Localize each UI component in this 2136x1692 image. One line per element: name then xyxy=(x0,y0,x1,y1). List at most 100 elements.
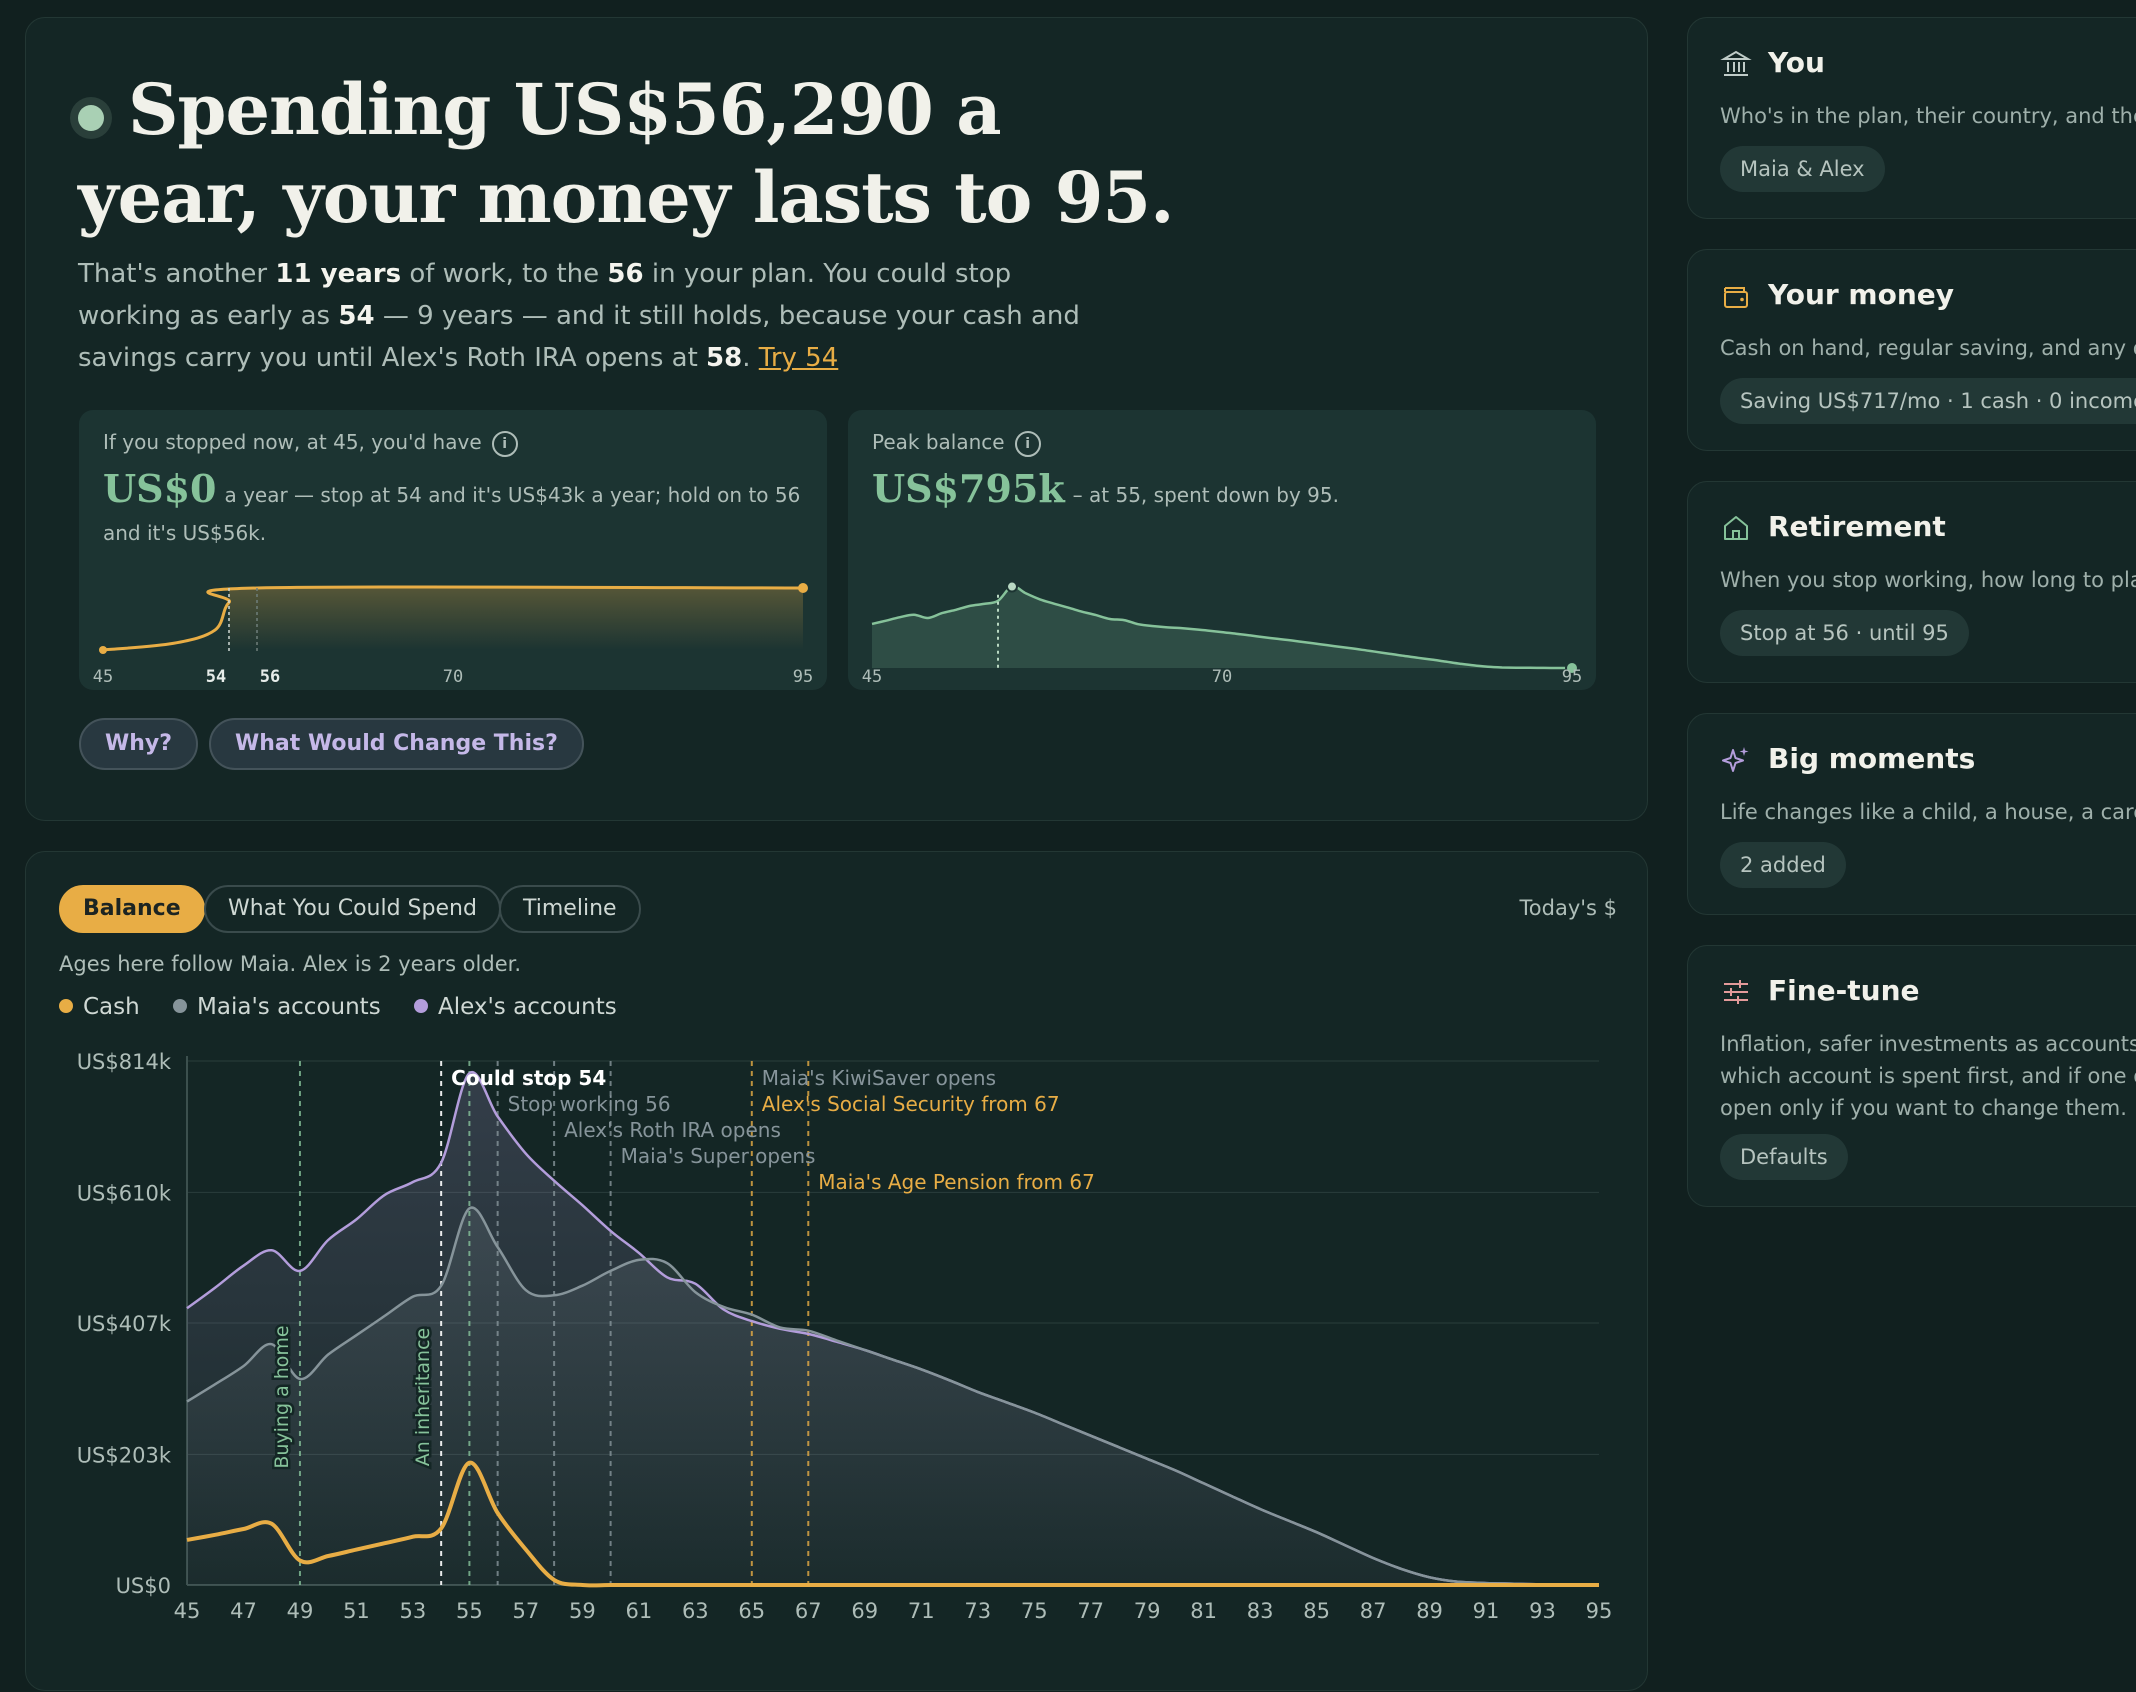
peak-balance-label: Peak balance i xyxy=(872,430,1041,457)
x-tick-label: 65 xyxy=(738,1599,765,1623)
ages-note: Ages here follow Maia. Alex is 2 years o… xyxy=(59,952,521,976)
series-line-cash xyxy=(186,1460,1599,1588)
event-label-vertical: Buying a home xyxy=(271,1325,293,1468)
tab-balance[interactable]: Balance xyxy=(59,885,205,933)
end-point xyxy=(1565,661,1579,675)
balance-chart: US$0 US$203k US$407k US$610k US$814k 45 47 49 51… xyxy=(77,1050,1613,1623)
sliders-icon xyxy=(1724,980,1748,1004)
event-label: Maia's KiwiSaver opens xyxy=(762,1066,996,1090)
balance-line xyxy=(871,585,1572,670)
why-button[interactable]: Why? xyxy=(79,718,199,770)
spend-by-age-sparkline: 45 54 56 70 95 xyxy=(93,583,813,687)
mini-x-tick: 56 xyxy=(260,667,280,687)
tab-what-you-could-spend[interactable]: What You Could Spend xyxy=(204,885,501,933)
x-tick-label: 51 xyxy=(343,1599,370,1623)
section-title: You xyxy=(1768,46,1825,79)
people-chip[interactable]: Maia & Alex xyxy=(1720,146,1885,192)
mini-x-tick: 70 xyxy=(443,667,463,687)
event-label: Maia's Super opens xyxy=(621,1144,816,1168)
x-tick-label: 69 xyxy=(851,1599,878,1623)
x-tick-label: 49 xyxy=(287,1599,314,1623)
sparkle-icon xyxy=(1722,747,1749,772)
x-tick-label: 87 xyxy=(1360,1599,1387,1623)
home-icon xyxy=(1724,516,1748,540)
todays-dollars-toggle[interactable]: Today's $ xyxy=(1519,896,1617,920)
x-tick-label: 73 xyxy=(964,1599,991,1623)
status-dot xyxy=(78,105,104,131)
x-tick-label: 59 xyxy=(569,1599,596,1623)
section-your-money[interactable]: Your money Cash on hand, regular saving,… xyxy=(1687,249,2136,451)
x-tick-label: 93 xyxy=(1529,1599,1556,1623)
x-tick-label: 57 xyxy=(513,1599,540,1623)
peak-point xyxy=(1006,580,1018,593)
balance-chart-card: Balance What You Could Spend Timeline To… xyxy=(25,851,1648,1691)
tab-timeline[interactable]: Timeline xyxy=(499,885,641,933)
y-tick-label: US$814k xyxy=(77,1050,172,1074)
legend-maia-accounts: Maia's accounts xyxy=(173,994,381,1020)
stop-now-card: If you stopped now, at 45, you'd have i U… xyxy=(79,410,827,690)
retirement-chip[interactable]: Stop at 56 · until 95 xyxy=(1720,610,1969,656)
x-tick-label: 67 xyxy=(795,1599,822,1623)
x-tick-label: 45 xyxy=(174,1599,201,1623)
section-title: Your money xyxy=(1768,278,1955,311)
bank-icon xyxy=(1720,50,1752,76)
stop-now-value: US$0 a year — stop at 54 and it's US$43k … xyxy=(103,466,801,546)
section-description: Cash on hand, regular saving, and any ot… xyxy=(1720,336,2136,360)
x-tick-label: 75 xyxy=(1021,1599,1048,1623)
summary-card: Spending US$56,290 a year, your money las… xyxy=(25,17,1648,821)
event-label: Stop working 56 xyxy=(508,1092,671,1116)
event-label: Alex's Roth IRA opens xyxy=(564,1118,781,1142)
y-tick-label: US$610k xyxy=(77,1181,172,1205)
section-retirement[interactable]: Retirement When you stop working, how lo… xyxy=(1687,481,2136,683)
section-description: When you stop working, how long to plan … xyxy=(1720,568,2136,592)
section-description: Inflation, safer investments as accounts… xyxy=(1720,1032,2136,1120)
summary-text: That's another 11 years of work, to the … xyxy=(78,259,1080,373)
x-tick-label: 77 xyxy=(1077,1599,1104,1623)
section-title: Retirement xyxy=(1768,510,1946,543)
legend-alex-accounts: Alex's accounts xyxy=(414,994,617,1020)
mini-x-tick: 70 xyxy=(1212,667,1232,687)
x-tick-label: 63 xyxy=(682,1599,709,1623)
series-area-1 xyxy=(187,1207,1599,1586)
section-you[interactable]: You Who's in the plan, their country, an… xyxy=(1687,17,2136,219)
section-description: Life changes like a child, a house, a ca… xyxy=(1720,800,2136,824)
spend-line xyxy=(102,585,804,652)
y-tick-label: US$407k xyxy=(77,1312,172,1336)
peak-balance-card: Peak balance i US$795k – at 55, spent down… xyxy=(848,410,1596,690)
x-tick-label: 53 xyxy=(400,1599,427,1623)
money-chip[interactable]: Saving US$717/mo · 1 cash · 0 income xyxy=(1720,378,2136,424)
x-tick-label: 89 xyxy=(1416,1599,1443,1623)
event-label-vertical: An inheritance xyxy=(412,1328,434,1467)
end-point xyxy=(798,583,808,593)
x-tick-label: 83 xyxy=(1247,1599,1274,1623)
x-tick-label: 95 xyxy=(1586,1599,1613,1623)
balance-area xyxy=(872,586,1572,668)
series-line-maia-s-accounts xyxy=(186,1206,1600,1587)
x-tick-label: 55 xyxy=(456,1599,483,1623)
info-icon[interactable]: i xyxy=(491,430,518,457)
info-icon[interactable]: i xyxy=(1014,430,1041,457)
x-tick-label: 91 xyxy=(1473,1599,1500,1623)
try-54-link[interactable]: Try 54 xyxy=(758,343,839,373)
event-label: Alex's Social Security from 67 xyxy=(762,1092,1060,1116)
x-tick-label: 85 xyxy=(1303,1599,1330,1623)
section-big-moments[interactable]: Big moments Life changes like a child, a… xyxy=(1687,713,2136,915)
start-point xyxy=(99,646,107,654)
event-label: Maia's Age Pension from 67 xyxy=(818,1170,1095,1194)
section-title: Big moments xyxy=(1768,742,1976,775)
section-description: Who's in the plan, their country, and th… xyxy=(1720,104,2136,128)
what-would-change-button[interactable]: What Would Change This? xyxy=(209,718,584,770)
spend-fill xyxy=(229,588,803,650)
y-tick-label: US$203k xyxy=(77,1443,172,1467)
legend-cash: Cash xyxy=(59,994,140,1020)
x-tick-label: 71 xyxy=(908,1599,935,1623)
peak-balance-value: US$795k – at 55, spent down by 95. xyxy=(872,466,1339,511)
y-tick-label: US$0 xyxy=(116,1574,171,1598)
defaults-chip[interactable]: Defaults xyxy=(1720,1134,1848,1180)
moments-chip[interactable]: 2 added xyxy=(1720,842,1846,888)
mini-x-tick: 45 xyxy=(862,667,882,687)
section-fine-tune[interactable]: Fine-tune Inflation, safer investments a… xyxy=(1687,945,2136,1207)
event-label: Could stop 54 xyxy=(451,1066,606,1090)
mini-x-tick: 54 xyxy=(206,667,226,687)
mini-x-tick: 45 xyxy=(93,667,113,687)
